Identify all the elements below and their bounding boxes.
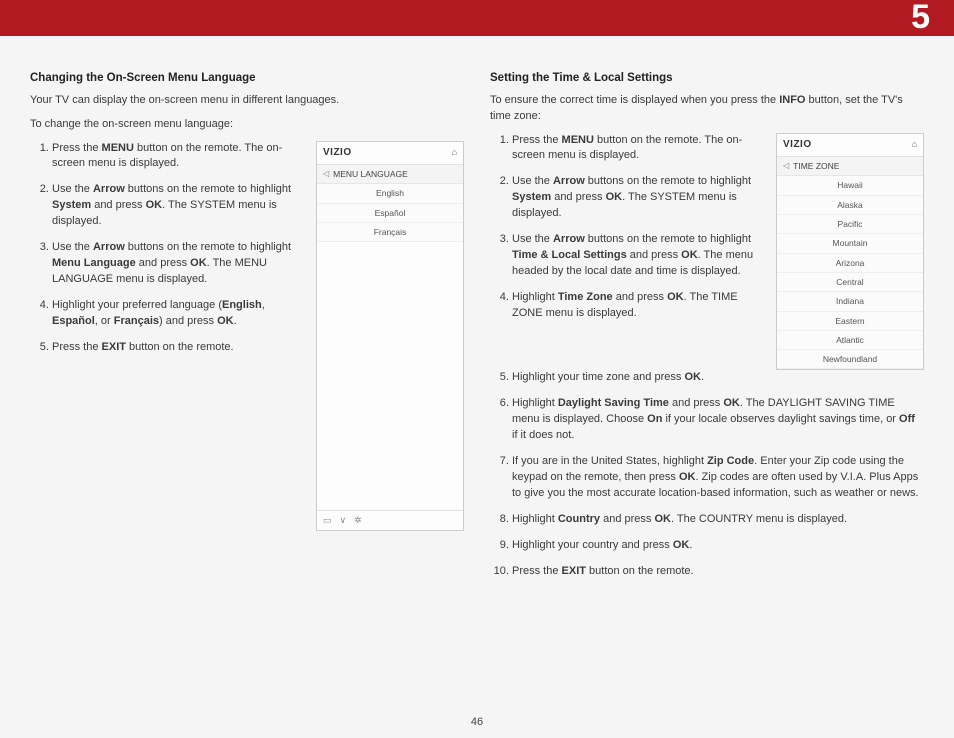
vizio-logo: VIZIO [323,146,352,161]
chevron-down-icon: ∨ [340,514,347,527]
menu-head: VIZIO ⌂ [317,142,463,166]
left-step-3: Use the Arrow buttons on the remote to h… [52,240,304,288]
menu-item: Hawaii [777,176,923,195]
menu-title: TIME ZONE [793,160,839,172]
right-step-3: Use the Arrow buttons on the remote to h… [512,232,764,280]
menu-item: Newfoundland [777,350,923,369]
home-icon: ⌂ [912,138,917,151]
right-step-2: Use the Arrow buttons on the remote to h… [512,174,764,222]
home-icon: ⌂ [452,146,457,159]
chapter-number: 5 [911,0,930,37]
menu-item: Central [777,273,923,292]
menu-title-row: ◁ TIME ZONE [777,157,923,176]
right-step-10: Press the EXIT button on the remote. [512,564,924,580]
menu-item: Eastern [777,312,923,331]
page-number: 46 [471,716,483,728]
page-body: Changing the On-Screen Menu Language You… [0,36,954,590]
left-intro-2: To change the on-screen menu language: [30,117,464,133]
menu-item: Indiana [777,292,923,311]
left-step-4: Highlight your preferred language (Engli… [52,298,304,330]
timezone-panel: VIZIO ⌂ ◁ TIME ZONE Hawaii Alaska Pacifi… [776,133,924,371]
menu-title-row: ◁ MENU LANGUAGE [317,165,463,184]
left-steps: Press the MENU button on the remote. The… [30,141,304,366]
wide-icon: ▭ [323,514,332,527]
menu-item: Atlantic [777,331,923,350]
right-step-9: Highlight your country and press OK. [512,538,924,554]
chevron-left-icon: ◁ [323,168,329,180]
chevron-left-icon: ◁ [783,160,789,172]
right-intro: To ensure the correct time is displayed … [490,93,924,125]
menu-item: Mountain [777,234,923,253]
menu-item: Pacific [777,215,923,234]
menu-title: MENU LANGUAGE [333,168,408,180]
timezone-list: Hawaii Alaska Pacific Mountain Arizona C… [777,176,923,369]
right-steps-top: Press the MENU button on the remote. The… [490,133,764,332]
menu-footer: ▭ ∨ ✲ [317,510,463,530]
header-bar: 5 [0,0,954,36]
menu-item: English [317,184,463,203]
left-step-1: Press the MENU button on the remote. The… [52,141,304,173]
gear-icon: ✲ [354,514,362,527]
left-intro-1: Your TV can display the on-screen menu i… [30,93,464,109]
right-step-6: Highlight Daylight Saving Time and press… [512,396,924,444]
vizio-logo: VIZIO [783,138,812,153]
left-step-2: Use the Arrow buttons on the remote to h… [52,182,304,230]
left-step-5: Press the EXIT button on the remote. [52,340,304,356]
section-title-left: Changing the On-Screen Menu Language [30,70,464,87]
right-step-8: Highlight Country and press OK. The COUN… [512,512,924,528]
left-column: Changing the On-Screen Menu Language You… [30,70,464,590]
right-steps-bottom: Highlight your time zone and press OK. H… [490,370,924,579]
right-column: Setting the Time & Local Settings To ens… [490,70,924,590]
menu-item: Alaska [777,196,923,215]
menu-language-list: English Español Français [317,184,463,242]
menu-item: Français [317,223,463,242]
menu-head: VIZIO ⌂ [777,134,923,158]
right-step-5: Highlight your time zone and press OK. [512,370,924,386]
right-step-4: Highlight Time Zone and press OK. The TI… [512,290,764,322]
right-step-7: If you are in the United States, highlig… [512,454,924,502]
menu-language-panel: VIZIO ⌂ ◁ MENU LANGUAGE English Español … [316,141,464,531]
menu-item: Arizona [777,254,923,273]
section-title-right: Setting the Time & Local Settings [490,70,924,87]
right-step-1: Press the MENU button on the remote. The… [512,133,764,165]
menu-item: Español [317,204,463,223]
